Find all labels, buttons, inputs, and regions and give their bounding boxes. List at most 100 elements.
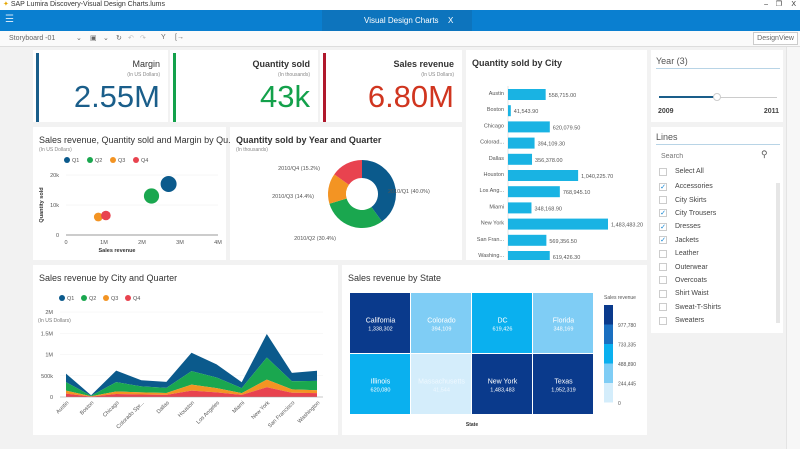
cell-name: Illinois — [371, 379, 391, 386]
bubble-chart[interactable]: Sales revenue, Quantity sold and Margin … — [33, 127, 236, 260]
checkbox[interactable] — [659, 249, 667, 258]
minimize-button[interactable]: – — [764, 1, 768, 8]
chart-title: Quantity sold by Year and Quarter — [236, 135, 382, 145]
cell-name: New York — [488, 379, 518, 386]
hamburger-icon[interactable]: ☰ — [5, 14, 14, 25]
legend-label: Q4 — [133, 296, 140, 302]
legend-marker — [103, 295, 109, 301]
legend-marker — [87, 157, 93, 163]
x-tick-label: Chicago — [102, 400, 121, 419]
legend-swatch — [604, 363, 613, 383]
checkbox-label: Leather — [675, 250, 699, 258]
bar — [508, 153, 533, 165]
bar-value-label: 768,945.10 — [563, 190, 591, 196]
bar — [508, 218, 608, 230]
checkbox[interactable]: ✓ — [659, 222, 667, 231]
legend-swatch — [604, 324, 613, 344]
kpi-sales-revenue: Sales revenue (In US Dollars) 6.80M — [320, 50, 462, 122]
checkbox-label: Sweat-T-Shirts — [675, 303, 721, 311]
bar-category-label: Washing... — [478, 253, 504, 259]
legend-label: Q3 — [111, 296, 118, 302]
line-checkbox-item[interactable]: Shirt Waist — [651, 287, 773, 300]
year-filter: Year (3) 2009 2011 — [651, 50, 783, 122]
treemap-svg: California 1,338,302 Colorado 394,109 DC 619,… — [350, 293, 636, 428]
filter-icon[interactable]: Y — [161, 34, 166, 41]
checkbox-label: Accessories — [675, 183, 713, 191]
area-chart[interactable]: Sales revenue by City and Quarter Q1 Q2 Q3… — [33, 265, 338, 435]
storyboard-select[interactable]: Storyboard -01 — [9, 35, 56, 42]
checkbox[interactable] — [659, 303, 667, 312]
window-titlebar: ✦ SAP Lumira Discovery-Visual Design Cha… — [0, 0, 800, 10]
x-tick-label: 3M — [176, 240, 184, 246]
export-icon[interactable]: [→ — [175, 34, 184, 41]
kpi-label: Sales revenue — [393, 59, 454, 69]
close-window-button[interactable]: X — [791, 1, 796, 8]
restore-button[interactable]: ❐ — [775, 1, 782, 8]
checkbox[interactable] — [659, 263, 667, 272]
line-checkbox-item[interactable]: Outerwear — [651, 260, 773, 273]
bar-chart-svg: Austin 558,715.00 Boston 41,543.90 Chicago 62… — [477, 86, 643, 260]
document-tab[interactable]: Visual Design Charts X — [322, 10, 472, 31]
checkbox[interactable]: ✓ — [659, 236, 667, 245]
x-axis-title: State — [466, 422, 478, 428]
line-checkbox-item[interactable]: ✓ Dresses — [651, 220, 773, 233]
select-all-checkbox[interactable]: Select All — [651, 165, 704, 178]
design-view-button[interactable]: DesignView — [753, 32, 798, 45]
treemap-chart[interactable]: Sales revenue by State California 1,338,3… — [342, 265, 647, 435]
y-tick-label: 10k — [50, 203, 59, 209]
chevron-down-icon[interactable]: ⌄ — [76, 35, 82, 42]
redo-icon[interactable]: ↷ — [140, 35, 146, 42]
line-checkbox-item[interactable]: ✓ Jackets — [651, 234, 773, 247]
x-tick-label: Austin — [55, 400, 70, 415]
line-checkbox-item[interactable]: Leather — [651, 247, 773, 260]
chart-subtitle: (In US Dollars) — [39, 147, 72, 153]
checkbox-label: Outerwear — [675, 263, 708, 271]
bar-value-label: 356,378.00 — [535, 158, 563, 164]
refresh-icon[interactable]: ↻ — [116, 35, 122, 42]
cell-name: DC — [497, 318, 507, 325]
bubble-q1 — [160, 176, 177, 192]
cell-name: Colorado — [427, 318, 456, 325]
donut-chart[interactable]: Quantity sold by Year and Quarter (In th… — [230, 127, 462, 260]
line-checkbox-item[interactable]: Sweaters — [651, 314, 773, 327]
scrollbar[interactable] — [776, 183, 780, 323]
checkbox[interactable] — [659, 167, 667, 176]
x-tick-label: Dallas — [156, 400, 171, 415]
bar-value-label: 558,715.00 — [549, 93, 577, 99]
divider — [656, 68, 780, 69]
toolbar: Storyboard -01 ⌄ ▣ ⌄ ↻ ↶ ↷ Y [→ DesignVi… — [0, 31, 800, 47]
y-axis-unit: (In US Dollars) — [38, 318, 71, 324]
chevron-down-icon[interactable]: ⌄ — [103, 35, 109, 42]
checkbox[interactable] — [659, 316, 667, 325]
undo-icon[interactable]: ↶ — [128, 35, 134, 42]
treemap-cell-massachusetts — [411, 354, 471, 414]
cell-value: 1,483,483 — [490, 388, 514, 394]
legend-label: Q1 — [67, 296, 74, 302]
side-panel-edge — [786, 47, 800, 449]
checkbox[interactable]: ✓ — [659, 209, 667, 218]
quantity-by-city-chart[interactable]: Quantity sold by City Austin 558,715.00 Bo… — [466, 50, 647, 260]
treemap-cell-colorado — [411, 293, 471, 353]
line-checkbox-item[interactable]: Overcoats — [651, 274, 773, 287]
checkbox-label: Sweaters — [675, 317, 705, 325]
lines-search-input[interactable] — [661, 151, 751, 162]
checkbox[interactable] — [659, 196, 667, 205]
year-slider-handle[interactable] — [713, 93, 721, 101]
line-checkbox-item[interactable]: City Skirts — [651, 193, 773, 206]
x-tick-label: 0 — [64, 240, 67, 246]
save-icon[interactable]: ▣ — [90, 35, 97, 42]
line-checkbox-item[interactable]: ✓ Accessories — [651, 180, 773, 193]
checkbox[interactable] — [659, 289, 667, 298]
treemap-cell-california — [350, 293, 410, 353]
line-checkbox-item[interactable]: ✓ City Trousers — [651, 207, 773, 220]
kpi-value: 6.80M — [367, 79, 454, 114]
line-checkbox-item[interactable]: Sweat-T-Shirts — [651, 301, 773, 314]
legend-label: Q4 — [141, 158, 148, 164]
search-icon[interactable]: ⚲ — [761, 149, 768, 159]
cell-value: 394,109 — [432, 327, 452, 333]
app-header: ☰ Visual Design Charts X — [0, 10, 800, 31]
checkbox[interactable] — [659, 276, 667, 285]
bar-value-label: 348,168.90 — [534, 206, 562, 212]
checkbox[interactable]: ✓ — [659, 182, 667, 191]
close-tab-icon[interactable]: X — [448, 16, 454, 25]
